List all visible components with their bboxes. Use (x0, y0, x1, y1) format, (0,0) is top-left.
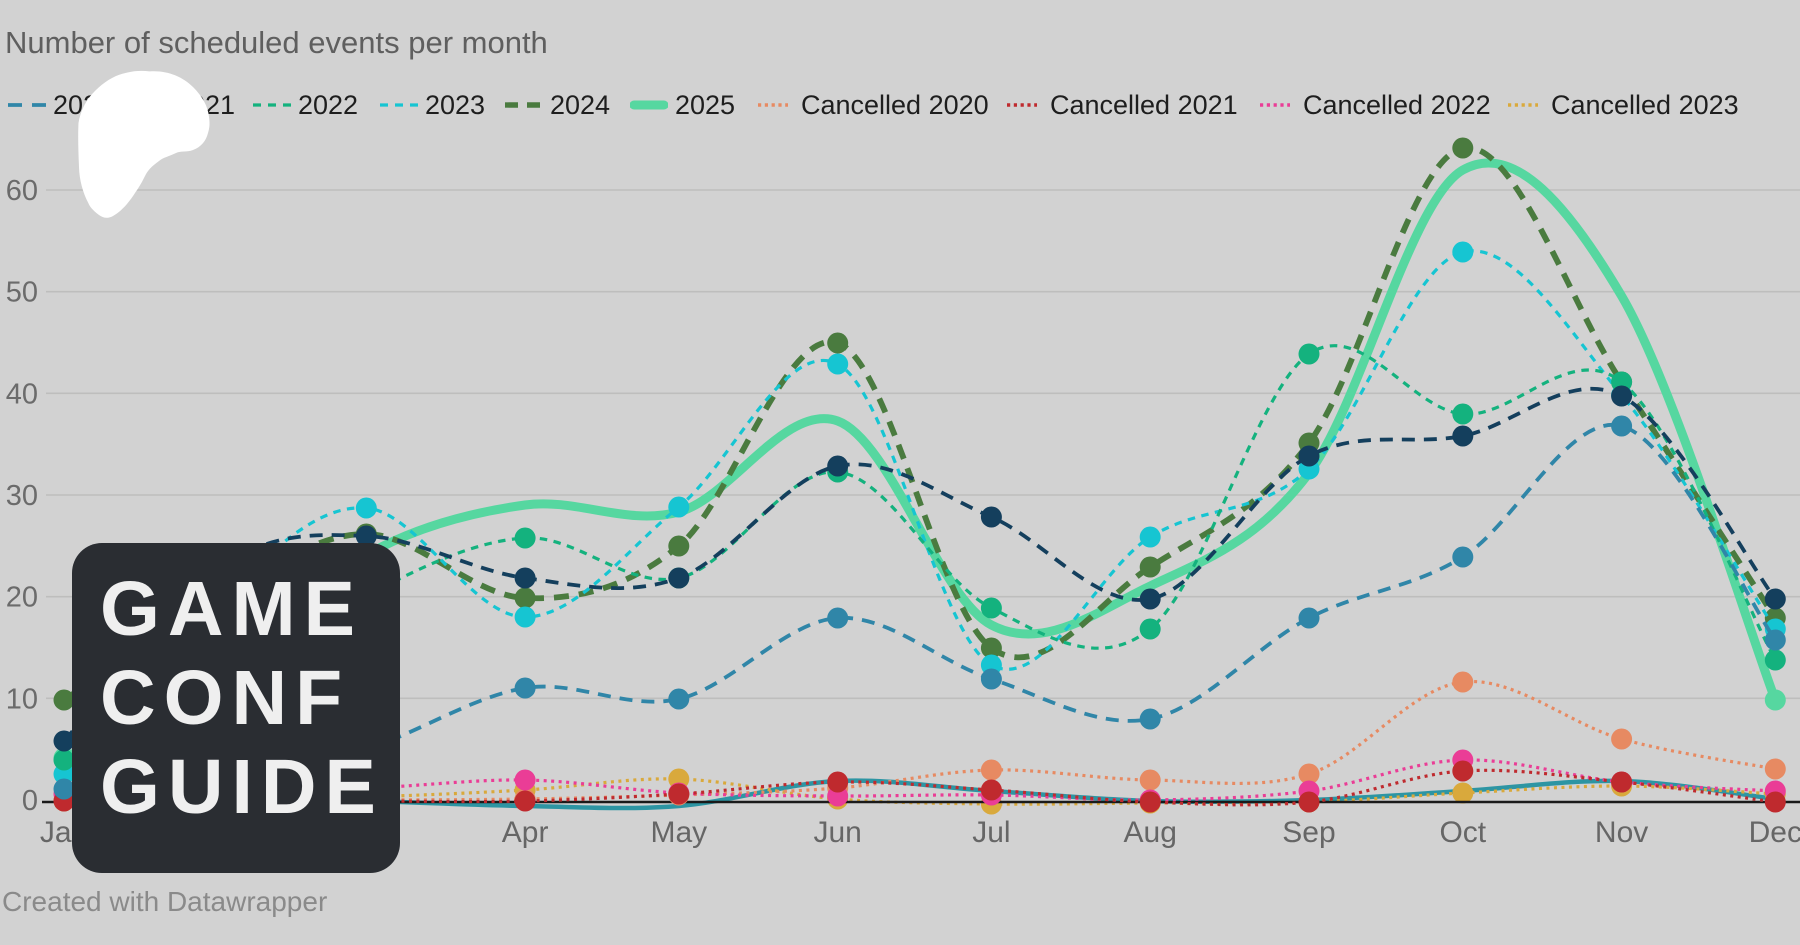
svg-text:50: 50 (6, 277, 38, 309)
svg-text:30: 30 (6, 480, 38, 512)
svg-text:40: 40 (6, 378, 38, 410)
svg-text:Dec: Dec (1749, 816, 1800, 849)
svg-text:Sep: Sep (1282, 816, 1335, 849)
svg-text:0: 0 (22, 785, 38, 817)
svg-text:Apr: Apr (502, 816, 549, 849)
svg-text:Jul: Jul (972, 816, 1010, 849)
svg-text:Aug: Aug (1124, 816, 1177, 849)
svg-text:60: 60 (6, 175, 38, 207)
svg-text:May: May (650, 816, 707, 849)
svg-text:Oct: Oct (1439, 816, 1486, 849)
svg-text:10: 10 (6, 683, 38, 715)
svg-text:Jun: Jun (814, 816, 862, 849)
svg-text:20: 20 (6, 582, 38, 614)
svg-text:Nov: Nov (1595, 816, 1648, 849)
